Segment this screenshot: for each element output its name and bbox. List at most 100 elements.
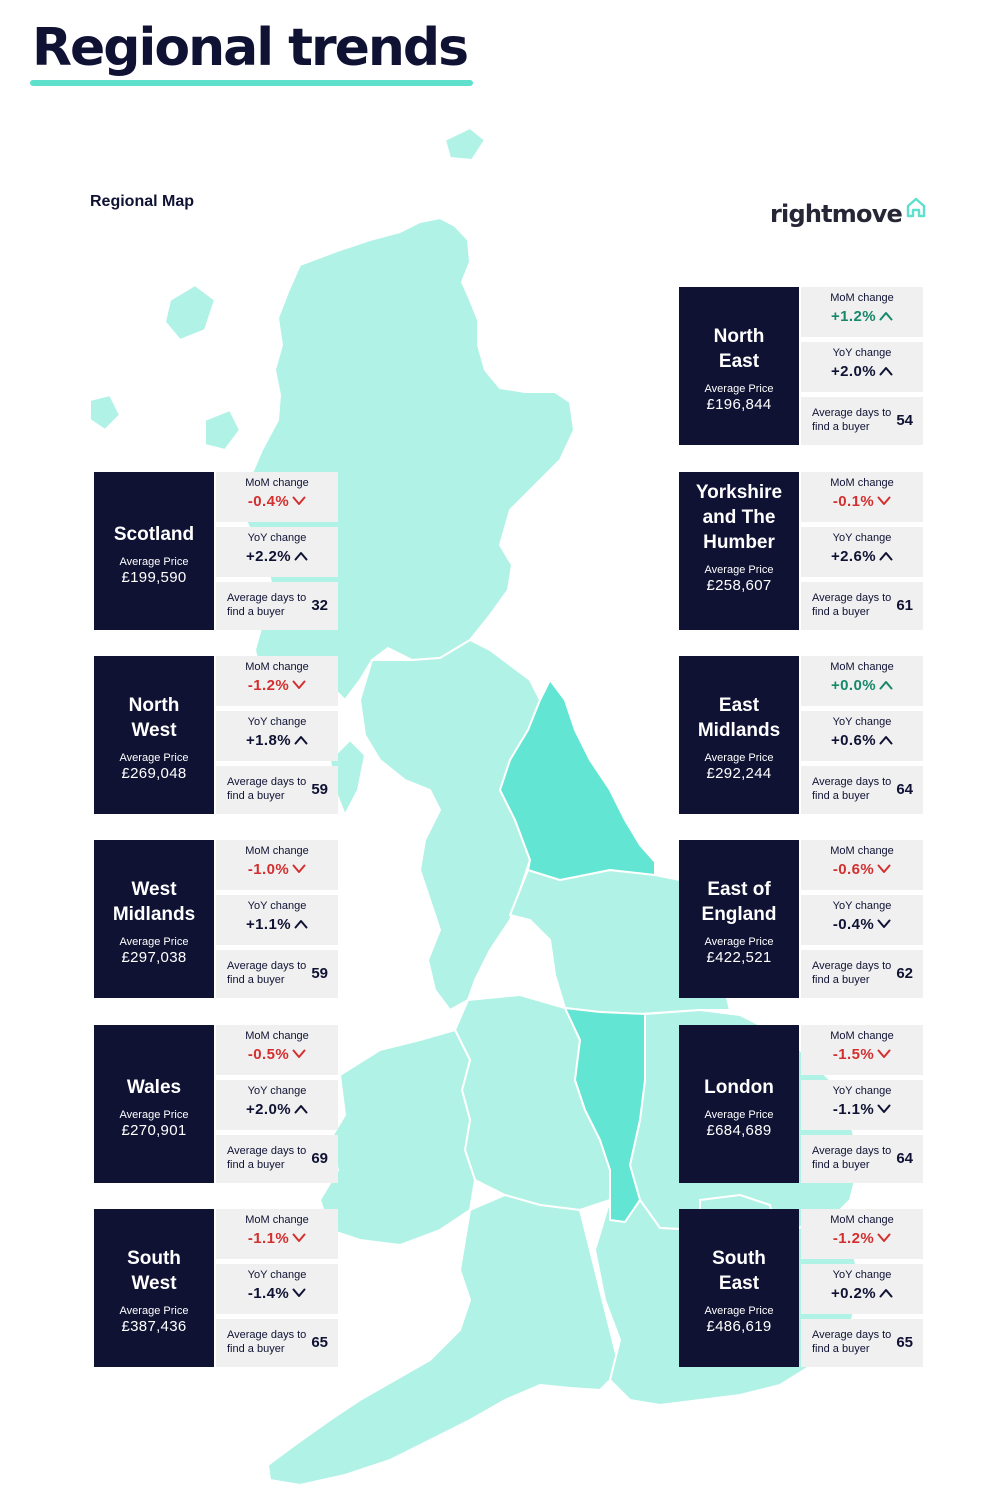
yoy-change-box: YoY change +1.1% [216,895,338,945]
region-card: Scotland Average Price £199,590 MoM change -… [94,472,338,630]
region-name-panel: North West Average Price £269,048 [94,656,214,814]
average-days-box: Average days to find a buyer 62 [801,950,923,998]
chevron-down-icon [292,1049,306,1058]
mom-change-label: MoM change [830,661,894,673]
map-region-wales [319,1029,476,1246]
mom-change-box: MoM change -1.5% [801,1025,923,1075]
chevron-up-icon [294,1105,308,1114]
mom-change-label: MoM change [245,1214,309,1226]
yoy-change-box: YoY change +2.2% [216,527,338,577]
mom-change-label: MoM change [245,845,309,857]
map-region-north-west [359,639,541,1011]
yoy-change-label: YoY change [832,1085,892,1097]
yoy-change-value: -1.1% [801,1100,923,1119]
yoy-change-text: +2.2% [246,548,291,565]
average-days-box: Average days to find a buyer 61 [801,582,923,630]
region-card: Wales Average Price £270,901 MoM change -0.5… [94,1025,338,1183]
region-card: North East Average Price £196,844 MoM chang… [679,287,923,445]
yoy-change-value: -0.4% [801,915,923,934]
average-days-box: Average days to find a buyer 64 [801,1135,923,1183]
yoy-change-label: YoY change [832,532,892,544]
average-days-label: Average days to find a buyer [227,592,307,618]
region-name-panel: South East Average Price £486,619 [679,1209,799,1367]
region-name: Wales [126,1077,182,1098]
chevron-down-icon [877,864,891,873]
region-card: Yorkshire and The Humber Average Price £25… [679,472,923,630]
map-region-north-east [499,679,656,881]
average-days-value: 65 [896,1334,913,1351]
region-name: South West [127,1248,181,1294]
region-name: South East [712,1248,766,1294]
average-price-label: Average Price [704,936,774,948]
yoy-change-value: +2.0% [216,1100,338,1119]
yoy-change-label: YoY change [247,1085,307,1097]
yoy-change-label: YoY change [832,347,892,359]
average-days-label: Average days to find a buyer [812,960,892,986]
average-price-label: Average Price [704,1305,774,1317]
mom-change-value: -1.5% [801,1045,923,1064]
average-price-label: Average Price [119,1305,189,1317]
average-price-value: £422,521 [706,949,772,966]
region-name: North East [713,326,765,372]
yoy-change-value: +2.6% [801,547,923,566]
title-underline [30,80,473,86]
average-days-box: Average days to find a buyer 65 [216,1319,338,1367]
average-price-value: £292,244 [706,765,772,782]
mom-change-box: MoM change +1.2% [801,287,923,337]
mom-change-text: -0.6% [832,861,875,878]
chevron-down-icon [877,1104,891,1113]
region-name: West Midlands [112,879,196,925]
yoy-change-label: YoY change [247,716,307,728]
yoy-change-box: YoY change +2.6% [801,527,923,577]
yoy-change-text: +0.6% [831,732,876,749]
mom-change-value: -1.0% [216,860,338,879]
average-days-value: 59 [311,781,328,798]
average-days-value: 32 [311,597,328,614]
region-name: London [704,1077,774,1098]
chevron-down-icon [877,496,891,505]
average-price-label: Average Price [704,752,774,764]
yoy-change-label: YoY change [247,1269,307,1281]
mom-change-text: -1.0% [247,861,290,878]
mom-change-label: MoM change [830,1030,894,1042]
yoy-change-value: +2.0% [801,362,923,381]
region-name-panel: North East Average Price £196,844 [679,287,799,445]
map-region-east-midlands [564,1007,646,1223]
chevron-up-icon [879,1289,893,1298]
yoy-change-label: YoY change [247,532,307,544]
mom-change-text: -0.1% [832,493,875,510]
chevron-up-icon [879,681,893,690]
yoy-change-box: YoY change +2.0% [801,342,923,392]
mom-change-value: +0.0% [801,676,923,695]
mom-change-text: -1.2% [247,677,290,694]
mom-change-value: -0.5% [216,1045,338,1064]
region-name: North West [128,695,180,741]
region-name: Scotland [113,524,195,545]
chevron-up-icon [294,552,308,561]
average-days-box: Average days to find a buyer 32 [216,582,338,630]
region-name: East Midlands [697,695,781,741]
yoy-change-label: YoY change [247,900,307,912]
average-days-value: 64 [896,781,913,798]
chevron-down-icon [292,1233,306,1242]
average-days-label: Average days to find a buyer [227,776,307,802]
average-price-value: £387,436 [121,1318,187,1335]
mom-change-value: +1.2% [801,307,923,326]
page-title: Regional trends [32,18,469,78]
average-days-label: Average days to find a buyer [227,960,307,986]
mom-change-box: MoM change -1.1% [216,1209,338,1259]
rightmove-logo: rightmove [770,196,927,232]
region-card: West Midlands Average Price £297,038 MoM ch… [94,840,338,998]
mom-change-box: MoM change -1.2% [801,1209,923,1259]
chevron-down-icon [877,919,891,928]
mom-change-text: +1.2% [831,308,876,325]
mom-change-box: MoM change -1.0% [216,840,338,890]
chevron-down-icon [292,864,306,873]
average-days-label: Average days to find a buyer [812,1329,892,1355]
chevron-up-icon [294,920,308,929]
yoy-change-text: -0.4% [832,916,875,933]
yoy-change-box: YoY change +0.6% [801,711,923,761]
region-card: East of England Average Price £422,521 MoM … [679,840,923,998]
chevron-down-icon [292,1288,306,1297]
chevron-up-icon [879,367,893,376]
